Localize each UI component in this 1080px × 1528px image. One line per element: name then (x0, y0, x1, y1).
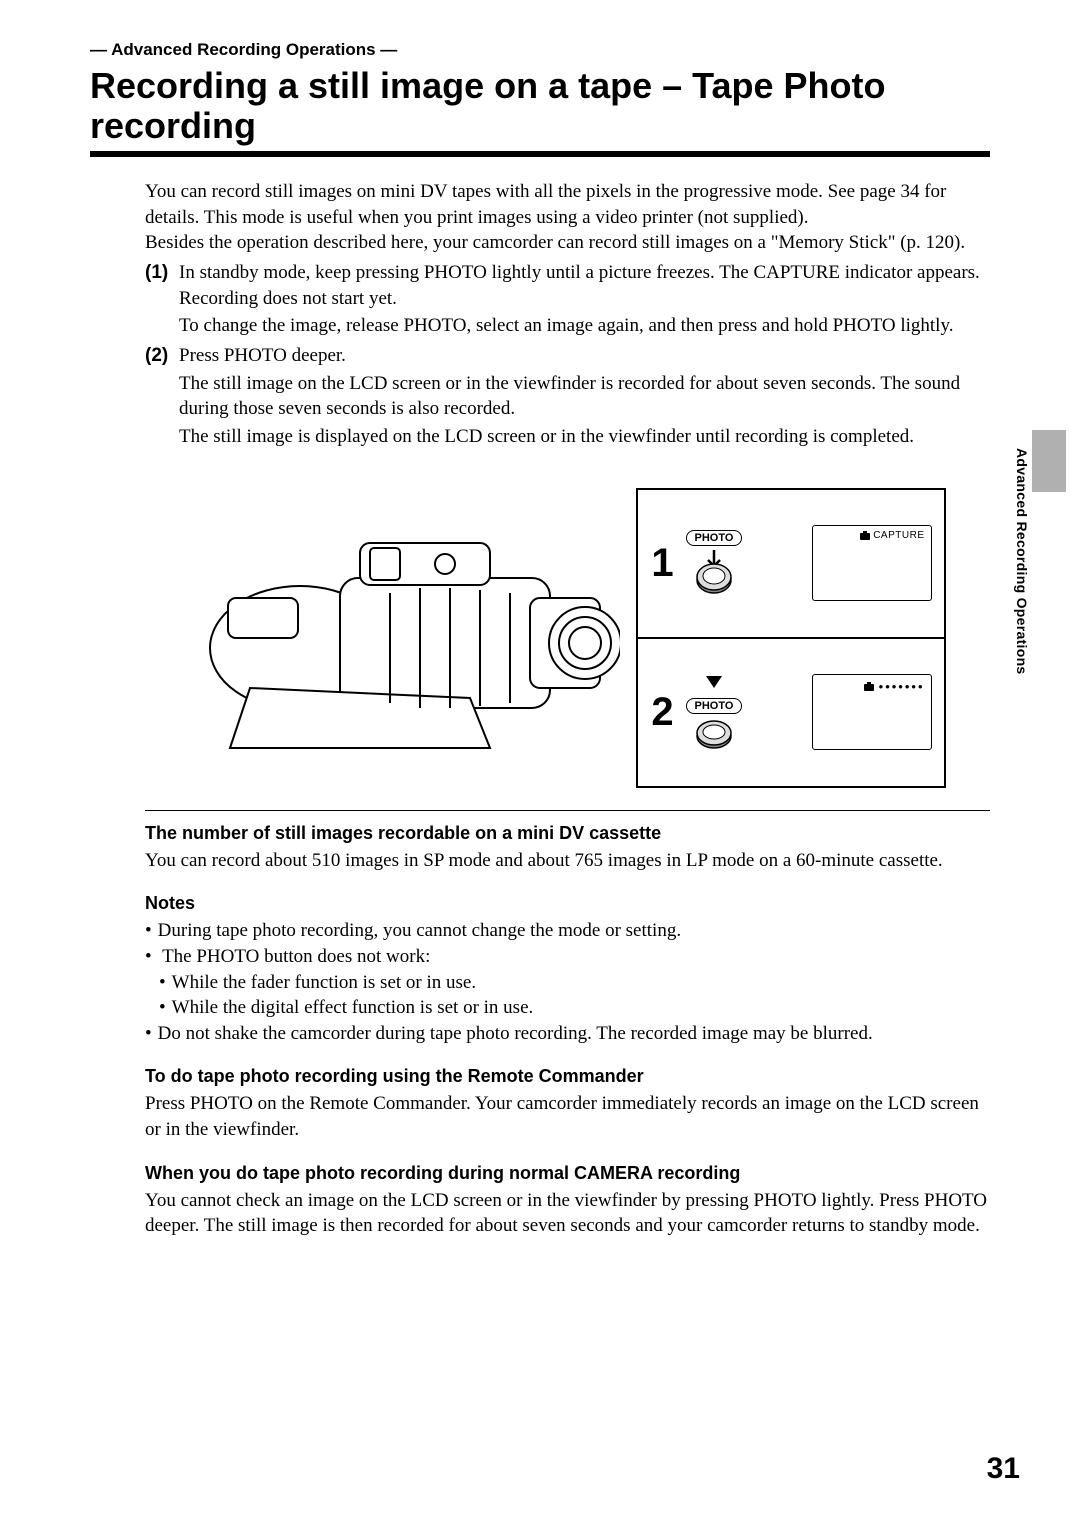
camera-icon (863, 682, 875, 692)
during-heading: When you do tape photo recording during … (145, 1163, 990, 1184)
intro-paragraph-1: You can record still images on mini DV t… (145, 179, 990, 230)
capture-indicator: CAPTURE (859, 530, 924, 541)
step-1-number: (1) (145, 260, 179, 341)
side-tab: Advanced Recording Operations (1008, 430, 1066, 740)
remote-body: Press PHOTO on the Remote Commander. You… (145, 1091, 990, 1142)
step-2-line-3: The still image is displayed on the LCD … (179, 424, 990, 450)
press-light-icon (694, 548, 734, 596)
page-number: 31 (987, 1452, 1020, 1486)
notes-list: During tape photo recording, you cannot … (145, 918, 990, 1046)
main-content: You can record still images on mini DV t… (145, 179, 990, 1239)
figure: 1 PHOTO CAPTURE (145, 488, 990, 788)
breadcrumb: — Advanced Recording Operations — (90, 40, 990, 60)
side-tab-label: Advanced Recording Operations (1014, 448, 1030, 675)
notes-heading: Notes (145, 893, 990, 914)
lcd-row-2-number: 2 (650, 690, 676, 735)
notes-sublist: While the fader function is set or in us… (159, 970, 990, 1021)
intro-paragraph-2: Besides the operation described here, yo… (145, 230, 990, 256)
step-1-line-1: In standby mode, keep pressing PHOTO lig… (179, 260, 990, 311)
step-1: (1) In standby mode, keep pressing PHOTO… (145, 260, 990, 341)
section-during: When you do tape photo recording during … (145, 1163, 990, 1239)
photo-button-1: PHOTO (686, 530, 743, 596)
recordable-body: You can record about 510 images in SP mo… (145, 848, 990, 874)
step-2-line-2: The still image on the LCD screen or in … (179, 371, 990, 422)
lcd-screen-2: ••••••• (812, 674, 932, 750)
during-body: You cannot check an image on the LCD scr… (145, 1188, 990, 1239)
step-2: (2) Press PHOTO deeper. The still image … (145, 343, 990, 452)
lcd-row-1: 1 PHOTO CAPTURE (638, 490, 944, 637)
camcorder-illustration (190, 488, 620, 788)
side-tab-bar (1032, 430, 1066, 492)
lcd-row-2: 2 PHOTO (638, 637, 944, 786)
recordable-heading: The number of still images recordable on… (145, 823, 990, 844)
intro-block: You can record still images on mini DV t… (145, 179, 990, 256)
section-notes: Notes During tape photo recording, you c… (145, 893, 990, 1046)
page-title: Recording a still image on a tape – Tape… (90, 66, 990, 157)
notes-item-1: During tape photo recording, you cannot … (145, 918, 990, 944)
step-2-number: (2) (145, 343, 179, 452)
photo-label-2: PHOTO (686, 698, 743, 714)
remote-heading: To do tape photo recording using the Rem… (145, 1066, 990, 1087)
steps-list: (1) In standby mode, keep pressing PHOTO… (145, 260, 990, 451)
separator (145, 810, 990, 811)
lcd-screen-1: CAPTURE (812, 525, 932, 601)
recording-dots: ••••••• (863, 679, 925, 694)
step-1-line-2: To change the image, release PHOTO, sele… (179, 313, 990, 339)
lcd-panels: 1 PHOTO CAPTURE (636, 488, 946, 788)
button-icon (694, 716, 734, 750)
step-2-line-1: Press PHOTO deeper. (179, 343, 990, 369)
lcd-row-1-number: 1 (650, 541, 676, 586)
notes-subitem-1: While the fader function is set or in us… (159, 970, 990, 996)
notes-item-3: Do not shake the camcorder during tape p… (145, 1021, 990, 1047)
section-remote: To do tape photo recording using the Rem… (145, 1066, 990, 1142)
section-recordable: The number of still images recordable on… (145, 823, 990, 874)
notes-subitem-2: While the digital effect function is set… (159, 995, 990, 1021)
photo-label-1: PHOTO (686, 530, 743, 546)
press-deep-icon (694, 674, 734, 696)
photo-button-2: PHOTO (686, 674, 743, 750)
notes-item-2: The PHOTO button does not work: While th… (145, 944, 990, 1021)
camera-icon (859, 531, 871, 541)
